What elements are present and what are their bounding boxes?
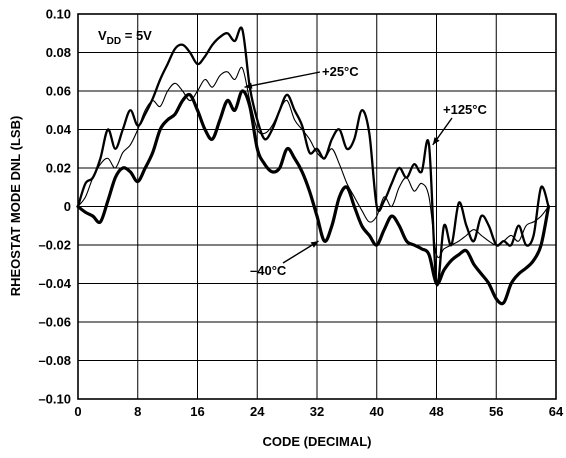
x-tick-label: 40	[370, 404, 384, 419]
y-axis-title: RHEOSTAT MODE DNL (LSB)	[8, 116, 23, 297]
x-tick-labels: 0 8 16 24 32 40 48 56 64	[74, 404, 564, 419]
y-tick-label: –0.10	[38, 392, 71, 407]
y-tick-label: 0.06	[46, 84, 71, 99]
series-line-25c	[77, 66, 550, 259]
y-tick-label: 0.02	[46, 161, 71, 176]
series-line-125c	[76, 26, 550, 287]
x-tick-label: 64	[549, 404, 564, 419]
y-tick-labels: 0.10 0.08 0.06 0.04 0.02 0 –0.02 –0.04 –0.06 –0.0…	[38, 7, 71, 407]
x-tick-label: 24	[250, 404, 265, 419]
y-tick-label: –0.02	[38, 238, 71, 253]
y-tick-label: 0.10	[46, 7, 71, 22]
series-annotations: +25°C +125°C –40°C	[244, 64, 487, 278]
vdd-condition-label: VDD = 5V	[98, 28, 152, 47]
x-tick-label: 16	[190, 404, 204, 419]
vdd-subscript: DD	[107, 36, 121, 47]
y-tick-label: 0	[64, 199, 71, 214]
y-tick-label: –0.06	[38, 315, 71, 330]
series-lines	[76, 26, 551, 306]
x-axis-title: CODE (DECIMAL)	[262, 434, 371, 449]
series-line-40c	[76, 89, 551, 306]
annotation-arrowhead	[244, 82, 253, 89]
annotation-arrow-line	[244, 71, 321, 88]
y-tick-label: 0.08	[46, 45, 71, 60]
annotation-arrowhead	[310, 241, 319, 248]
x-tick-label: 56	[489, 404, 503, 419]
annotation-arrowhead	[432, 137, 440, 145]
vdd-prefix: V	[98, 28, 107, 43]
annotation-label: +125°C	[443, 102, 487, 117]
y-tick-label: 0.04	[46, 122, 72, 137]
y-tick-label: –0.04	[38, 276, 71, 291]
vdd-suffix: = 5V	[121, 28, 152, 43]
plot-frame	[77, 13, 557, 400]
annotation-label: +25°C	[322, 64, 359, 79]
x-tick-label: 48	[429, 404, 443, 419]
x-tick-label: 32	[310, 404, 324, 419]
grid-lines	[78, 14, 556, 399]
x-tick-label: 0	[74, 404, 81, 419]
y-tick-label: –0.08	[38, 353, 71, 368]
x-tick-label: 8	[134, 404, 141, 419]
annotation-label: –40°C	[250, 263, 287, 278]
